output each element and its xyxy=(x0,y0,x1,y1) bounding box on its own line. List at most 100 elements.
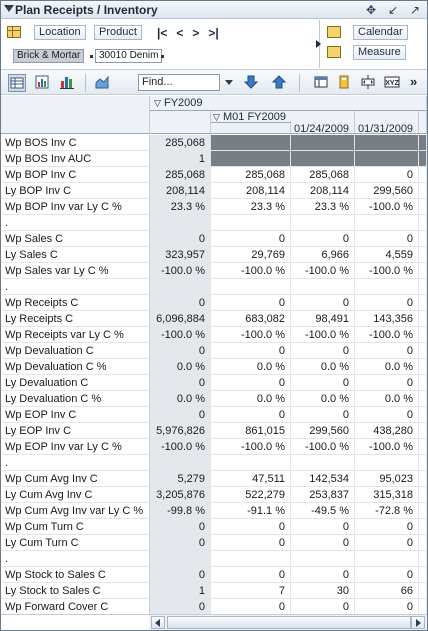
pivot-table-icon[interactable] xyxy=(313,74,331,92)
row-label[interactable]: Wp Forward Cover C xyxy=(1,599,150,614)
table-cell[interactable]: 0 xyxy=(291,519,355,535)
table-cell[interactable]: -91.1 % xyxy=(211,503,291,519)
table-cell[interactable]: 0.0 % xyxy=(150,359,211,375)
collapse-triangle-icon[interactable] xyxy=(4,5,14,12)
table-cell[interactable]: 0 xyxy=(150,407,211,423)
row-label[interactable]: Ly EOP Inv C xyxy=(1,423,150,439)
product-value-chip[interactable]: 30010 Denim xyxy=(95,49,163,63)
table-cell[interactable]: 0 xyxy=(211,567,291,583)
measure-dimension-icon[interactable] xyxy=(327,46,341,58)
table-cell[interactable]: -100.0 % xyxy=(291,327,355,343)
next-page-icon[interactable]: > xyxy=(192,26,200,40)
table-cell[interactable]: 0 xyxy=(291,535,355,551)
table-cell[interactable] xyxy=(211,551,291,567)
table-cell[interactable] xyxy=(291,455,355,471)
row-label[interactable]: . xyxy=(1,551,150,567)
table-cell[interactable] xyxy=(211,279,291,295)
row-label[interactable]: Wp EOP Inv var Ly C % xyxy=(1,439,150,455)
table-cell[interactable]: -100.0 % xyxy=(211,327,291,343)
table-cell[interactable] xyxy=(419,407,427,423)
table-cell[interactable] xyxy=(291,135,355,151)
table-cell[interactable]: 0.0 % xyxy=(211,359,291,375)
table-cell[interactable]: 323,957 xyxy=(150,247,211,263)
table-cell[interactable]: 861,015 xyxy=(211,423,291,439)
table-cell[interactable] xyxy=(419,311,427,327)
table-cell[interactable]: 208,114 xyxy=(150,183,211,199)
table-cell[interactable] xyxy=(419,231,427,247)
row-label[interactable]: Wp Sales var Ly C % xyxy=(1,263,150,279)
table-cell[interactable]: -72.8 % xyxy=(355,503,419,519)
row-label[interactable]: . xyxy=(1,215,150,231)
table-cell[interactable] xyxy=(419,327,427,343)
last-page-icon[interactable]: >| xyxy=(208,26,219,40)
collapse-column-icon[interactable]: ▽ xyxy=(154,98,161,108)
table-cell[interactable]: 0.0 % xyxy=(291,359,355,375)
row-label[interactable]: Ly Sales C xyxy=(1,247,150,263)
row-label[interactable]: Wp Stock to Sales C xyxy=(1,567,150,583)
table-cell[interactable] xyxy=(419,359,427,375)
table-cell[interactable]: 66 xyxy=(355,583,419,599)
table-cell[interactable]: 0 xyxy=(291,567,355,583)
table-cell[interactable]: 5,976,826 xyxy=(150,423,211,439)
table-cell[interactable]: 3,205,876 xyxy=(150,487,211,503)
table-cell[interactable] xyxy=(419,471,427,487)
table-cell[interactable] xyxy=(211,151,291,167)
table-cell[interactable]: 98,491 xyxy=(291,311,355,327)
table-cell[interactable]: -100.0 % xyxy=(355,199,419,215)
table-cell[interactable]: 6,966 xyxy=(291,247,355,263)
table-cell[interactable] xyxy=(419,583,427,599)
table-cell[interactable]: 0 xyxy=(150,343,211,359)
table-cell[interactable]: -100.0 % xyxy=(355,439,419,455)
table-cell[interactable]: 0.0 % xyxy=(291,391,355,407)
column-header-fy2009[interactable]: ▽ FY2009 xyxy=(150,96,427,111)
table-cell[interactable] xyxy=(419,263,427,279)
row-label[interactable]: Wp Cum Avg Inv C xyxy=(1,471,150,487)
table-cell[interactable]: 23.3 % xyxy=(211,199,291,215)
table-cell[interactable] xyxy=(419,567,427,583)
row-label[interactable]: Wp BOS Inv C xyxy=(1,135,150,151)
table-cell[interactable] xyxy=(419,151,427,167)
table-cell[interactable] xyxy=(419,423,427,439)
table-cell[interactable]: -100.0 % xyxy=(291,439,355,455)
table-cell[interactable] xyxy=(419,247,427,263)
row-label[interactable]: Ly Devaluation C xyxy=(1,375,150,391)
chart-table-icon[interactable] xyxy=(34,74,52,92)
table-cell[interactable] xyxy=(419,183,427,199)
table-cell[interactable]: 0 xyxy=(211,599,291,614)
grid-dimension-icon[interactable] xyxy=(7,26,21,38)
scroll-left-icon[interactable] xyxy=(151,616,165,629)
row-label[interactable]: Wp Sales C xyxy=(1,231,150,247)
popout-icon[interactable]: ↗ xyxy=(409,3,421,17)
find-previous-up-icon[interactable] xyxy=(271,74,289,92)
table-cell[interactable]: 253,837 xyxy=(291,487,355,503)
table-cell[interactable]: 0 xyxy=(150,519,211,535)
table-cell[interactable] xyxy=(419,503,427,519)
row-label[interactable]: Ly Cum Avg Inv C xyxy=(1,487,150,503)
table-cell[interactable] xyxy=(419,599,427,614)
row-label[interactable]: Wp Cum Avg Inv var Ly C % xyxy=(1,503,150,519)
table-cell[interactable]: 299,560 xyxy=(291,423,355,439)
table-cell[interactable]: 23.3 % xyxy=(150,199,211,215)
row-label[interactable]: Ly Cum Turn C xyxy=(1,535,150,551)
table-cell[interactable]: 285,068 xyxy=(291,167,355,183)
row-label[interactable]: Wp Devaluation C xyxy=(1,343,150,359)
table-cell[interactable] xyxy=(419,375,427,391)
table-cell[interactable]: 0 xyxy=(211,343,291,359)
table-cell[interactable]: -100.0 % xyxy=(150,263,211,279)
column-header-week-3[interactable] xyxy=(419,111,427,134)
table-cell[interactable]: 285,068 xyxy=(150,135,211,151)
split-view-icon[interactable] xyxy=(360,74,378,92)
column-header-week-2[interactable]: 01/31/2009 xyxy=(355,111,419,134)
table-cell[interactable]: 6,096,884 xyxy=(150,311,211,327)
table-cell[interactable]: -100.0 % xyxy=(355,327,419,343)
table-cell[interactable]: 0.0 % xyxy=(355,391,419,407)
table-cell[interactable]: 0 xyxy=(355,567,419,583)
row-label[interactable]: Wp Cum Turn C xyxy=(1,519,150,535)
table-cell[interactable]: 0 xyxy=(211,295,291,311)
table-cell[interactable] xyxy=(291,151,355,167)
table-cell[interactable] xyxy=(291,279,355,295)
table-cell[interactable]: 0 xyxy=(355,231,419,247)
table-cell[interactable]: 0 xyxy=(291,343,355,359)
table-cell[interactable] xyxy=(355,135,419,151)
location-value-chip[interactable]: Brick & Mortar xyxy=(13,49,85,63)
